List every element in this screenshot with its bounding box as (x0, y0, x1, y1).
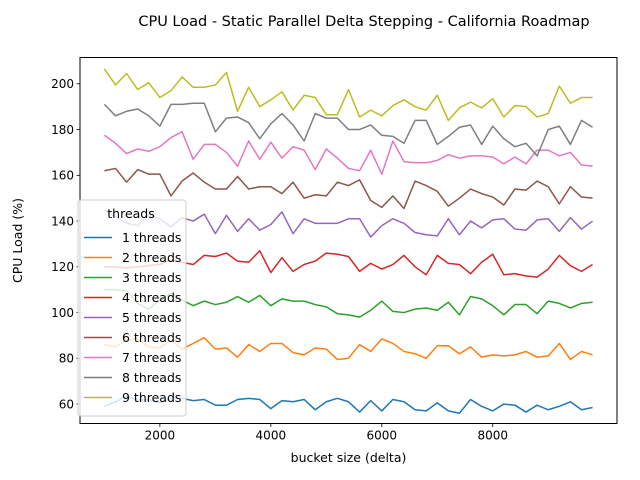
y-tick-label: 140 (51, 214, 74, 228)
y-tick-label: 80 (59, 352, 74, 366)
legend-box (77, 199, 187, 417)
legend-title: threads (107, 206, 155, 221)
x-tick-label: 4000 (256, 429, 287, 443)
legend-label-8: 8 threads (122, 370, 181, 385)
x-tick-label: 8000 (477, 429, 508, 443)
y-tick-label: 200 (51, 77, 74, 91)
legend: threads 1 threads 2 threads 3 threads 4 thr… (77, 199, 187, 417)
legend-label-3: 3 threads (122, 270, 181, 285)
chart-title: CPU Load - Static Parallel Delta Steppin… (138, 14, 589, 30)
series-line-9 (103, 68, 593, 122)
legend-label-6: 6 threads (122, 330, 181, 345)
legend-label-7: 7 threads (122, 350, 181, 365)
x-tick-label: 2000 (145, 429, 176, 443)
y-tick-label: 160 (51, 169, 74, 183)
legend-label-2: 2 threads (122, 250, 181, 265)
y-tick-label: 60 (59, 397, 74, 411)
series-line-7 (103, 131, 593, 175)
legend-label-5: 5 threads (122, 310, 181, 325)
legend-label-4: 4 threads (122, 290, 181, 305)
axis-ticks: 2000 4000 6000 8000 60 80 100 120 140 160 180 200 (51, 77, 508, 442)
legend-label-9: 9 threads (122, 390, 181, 405)
y-tick-label: 180 (51, 123, 74, 137)
legend-label-1: 1 threads (122, 230, 181, 245)
series-line-6 (104, 167, 593, 210)
y-axis-label: CPU Load (%) (10, 198, 25, 283)
y-tick-label: 120 (51, 260, 74, 274)
series-line-8 (103, 102, 593, 157)
x-tick-label: 6000 (367, 429, 398, 443)
y-tick-label: 100 (51, 306, 74, 320)
x-axis-label: bucket size (delta) (291, 450, 407, 465)
